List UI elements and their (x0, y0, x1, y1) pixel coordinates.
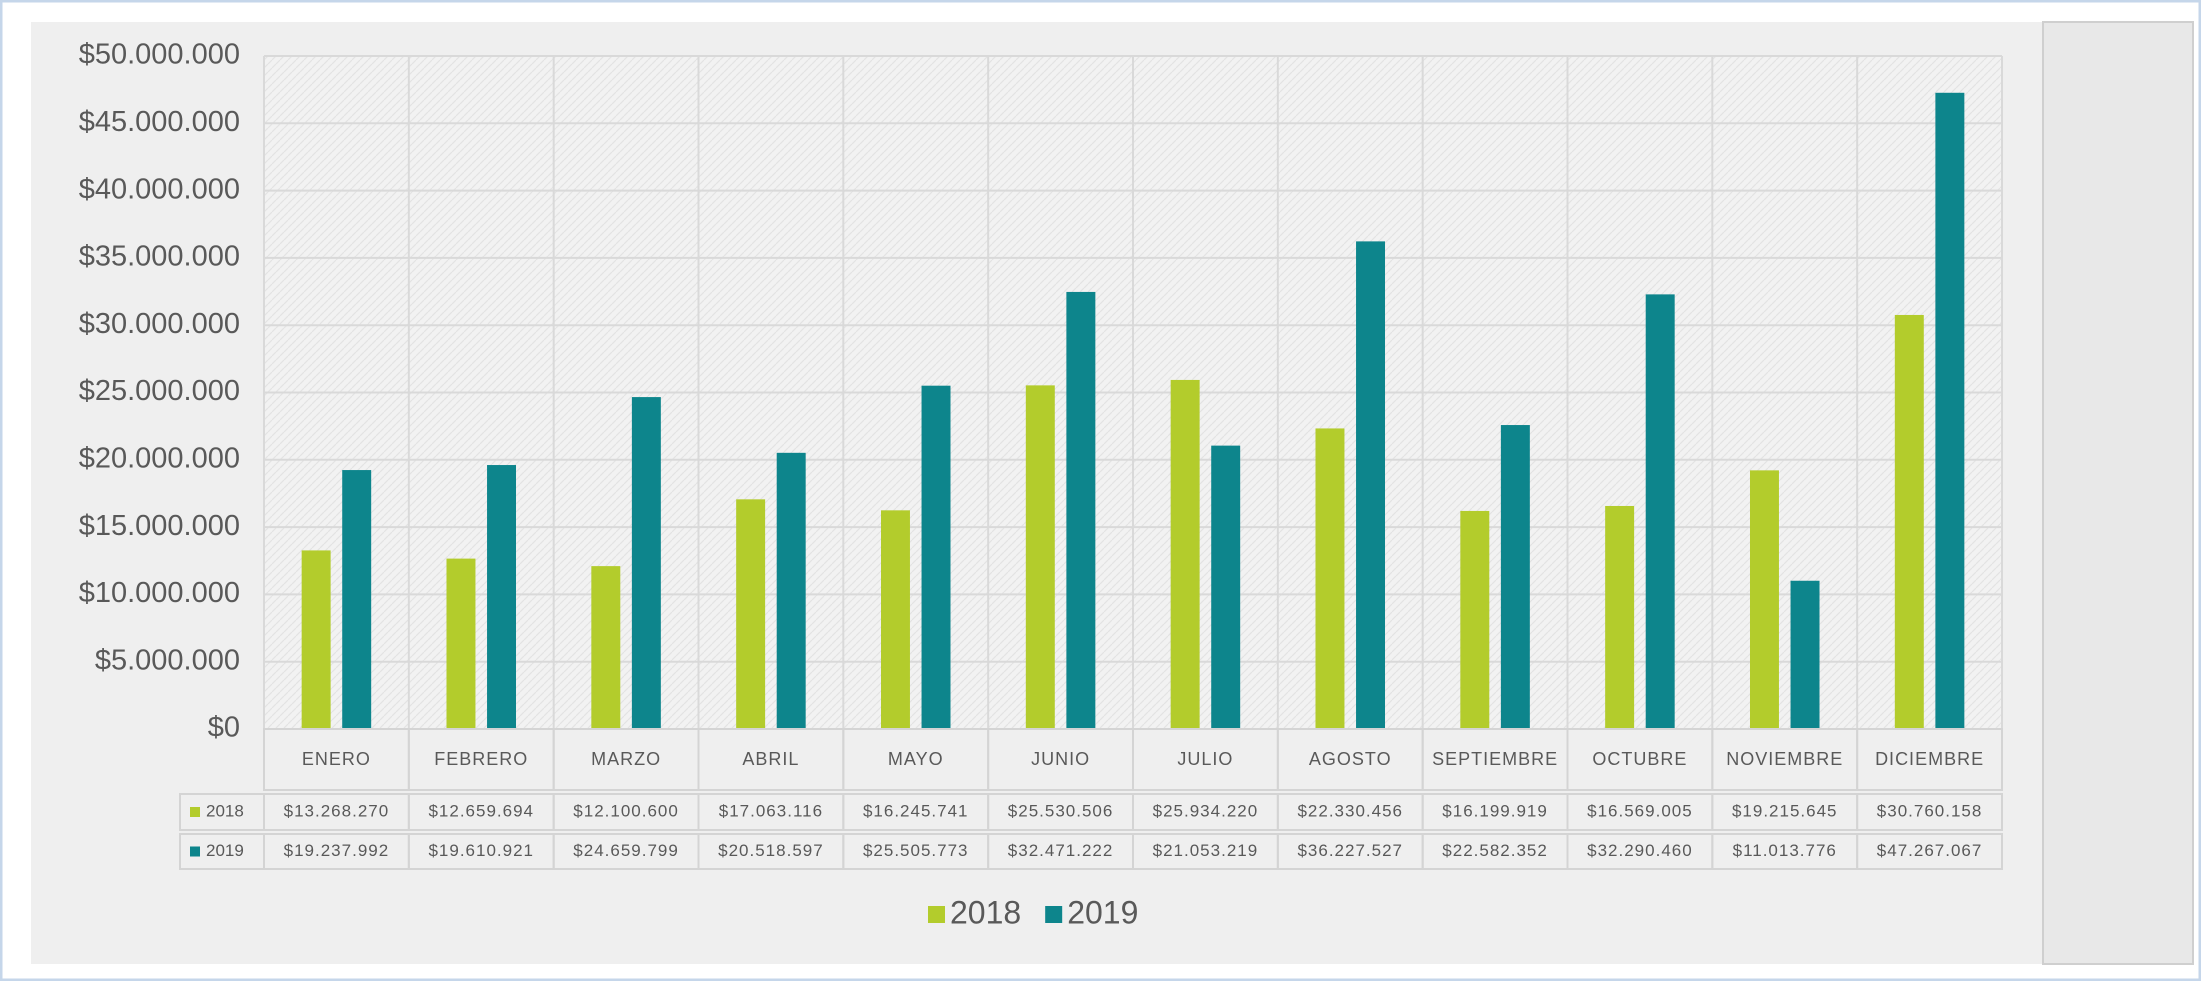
bar (1356, 241, 1386, 729)
bar (1170, 379, 1200, 729)
bar (1645, 294, 1675, 729)
value-label: $36.227.527 (1297, 841, 1403, 860)
value-label: $32.290.460 (1587, 841, 1693, 860)
y-tick-label: $35.000.000 (79, 241, 240, 273)
value-label: $32.471.222 (1008, 841, 1114, 860)
bar (1025, 385, 1055, 729)
x-tick-label: ABRIL (742, 749, 799, 769)
value-label: $19.610.921 (428, 841, 534, 860)
bar (1749, 470, 1779, 729)
x-tick-label: JUNIO (1031, 749, 1090, 769)
value-label: $30.760.158 (1877, 801, 1983, 820)
bar (1605, 505, 1635, 729)
x-tick-label: DICIEMBRE (1875, 749, 1984, 769)
x-tick-label: ENERO (302, 749, 371, 769)
table-cell (1856, 833, 2003, 870)
value-label: $25.530.506 (1008, 801, 1114, 820)
value-label: $25.934.220 (1153, 801, 1259, 820)
y-tick-label: $40.000.000 (79, 173, 240, 205)
legend-label: 2019 (1067, 894, 1138, 930)
y-tick-label: $30.000.000 (79, 308, 240, 340)
side-panel (2042, 21, 2194, 965)
x-tick-label: NOVIEMBRE (1726, 749, 1843, 769)
table-cell (1856, 793, 2003, 831)
bar (1500, 425, 1530, 729)
value-label: $20.518.597 (718, 841, 824, 860)
value-label: $21.053.219 (1153, 841, 1259, 860)
table-cell (1856, 728, 2003, 791)
table-series-name: 2019 (206, 841, 244, 860)
table-key (190, 807, 200, 817)
y-tick-label: $5.000.000 (95, 644, 240, 676)
bar (1894, 314, 1924, 729)
value-label: $24.659.799 (573, 841, 679, 860)
table-cell (179, 793, 265, 831)
legend-marker (1045, 906, 1063, 923)
x-tick-label: OCTUBRE (1592, 749, 1687, 769)
bar (776, 452, 806, 729)
bar (1315, 428, 1345, 729)
x-tick-label: SEPTIEMBRE (1432, 749, 1558, 769)
bar (631, 397, 661, 729)
bar (1790, 580, 1820, 729)
x-tick-label: JULIO (1177, 749, 1233, 769)
bar (1460, 510, 1490, 729)
x-tick-label: MARZO (591, 749, 661, 769)
value-label: $25.505.773 (863, 841, 969, 860)
y-tick-label: $15.000.000 (79, 510, 240, 542)
y-tick-label: $10.000.000 (79, 577, 240, 609)
y-tick-label: $0 (208, 712, 240, 744)
y-tick-label: $50.000.000 (79, 39, 240, 71)
bar (301, 550, 331, 729)
value-label: $13.268.270 (284, 801, 390, 820)
bar (921, 385, 951, 729)
x-tick-label: AGOSTO (1309, 749, 1392, 769)
table-cell (179, 833, 265, 870)
bar (1935, 92, 1965, 729)
value-label: $22.330.456 (1297, 801, 1403, 820)
bar (487, 465, 517, 729)
bar (880, 510, 910, 729)
value-label: $12.100.600 (573, 801, 679, 820)
value-label: $11.013.776 (1733, 841, 1837, 860)
bar (446, 558, 476, 729)
x-tick-label: MAYO (888, 749, 944, 769)
bar (1066, 291, 1096, 729)
table-series-name: 2018 (206, 801, 244, 820)
y-tick-label: $45.000.000 (79, 106, 240, 138)
value-label: $16.245.741 (863, 801, 969, 820)
value-label: $19.237.992 (284, 841, 390, 860)
value-label: $22.582.352 (1442, 841, 1548, 860)
y-tick-label: $25.000.000 (79, 375, 240, 407)
bar (342, 470, 372, 729)
bar (736, 499, 766, 729)
value-label: $12.659.694 (428, 801, 534, 820)
value-label: $16.199.919 (1442, 801, 1548, 820)
value-label: $17.063.116 (719, 801, 823, 820)
value-label: $16.569.005 (1587, 801, 1693, 820)
legend-label: 2018 (950, 894, 1021, 930)
value-label: $19.215.645 (1732, 801, 1838, 820)
bar (1211, 445, 1241, 729)
x-tick-label: FEBRERO (434, 749, 528, 769)
y-tick-label: $20.000.000 (79, 442, 240, 474)
legend-marker (928, 906, 945, 923)
value-label: $47.267.067 (1877, 841, 1983, 860)
bar (591, 566, 621, 729)
table-key (190, 846, 200, 857)
